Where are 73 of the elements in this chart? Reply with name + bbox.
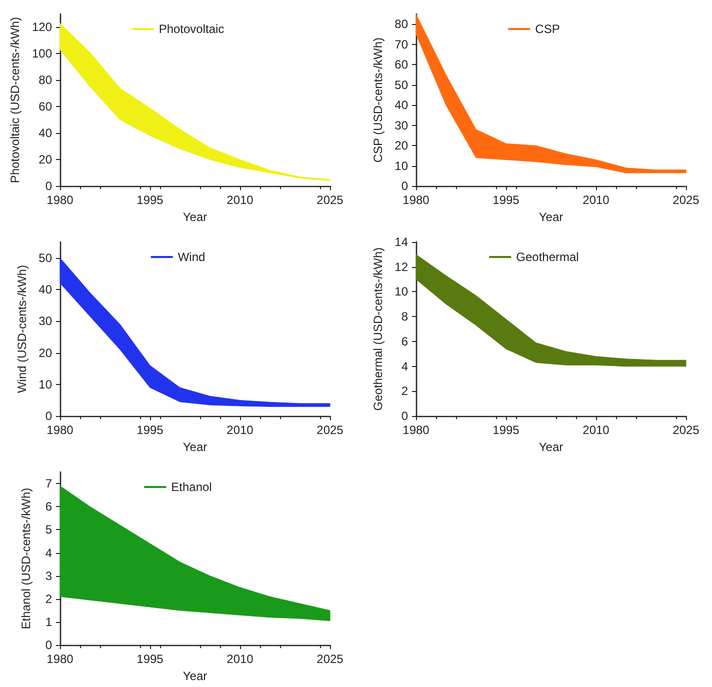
y-tick-label: 12 [394,260,408,274]
x-tick-label: 2025 [316,652,344,666]
x-axis-title: Year [538,210,564,224]
y-tick-label: 3 [45,568,52,583]
y-tick-label: 10 [394,284,408,299]
x-tick-label: 2010 [226,423,254,438]
x-tick-label: 2010 [582,423,610,438]
y-tick-label: 4 [401,359,408,374]
y-tick-label: 120 [32,20,52,34]
legend-label: Wind [178,250,206,264]
y-tick-label: 0 [45,409,52,424]
x-tick-label: 1980 [402,193,430,208]
legend-label: Geothermal [516,250,579,264]
y-tick-label: 50 [394,78,408,92]
y-tick-label: 50 [38,250,52,265]
y-tick-label: 70 [394,37,408,52]
y-tick-label: 14 [394,235,408,249]
y-tick-label: 20 [38,152,52,167]
x-axis-title: Year [538,440,564,454]
y-tick-label: 10 [38,377,52,392]
y-tick-label: 8 [401,310,408,324]
y-tick-label: 6 [45,500,52,514]
x-tick-label: 2010 [582,193,610,208]
y-tick-label: 20 [38,346,52,360]
x-tick-label: 2010 [226,193,254,208]
x-tick-label: 1980 [46,652,74,666]
legend-label: Ethanol [171,480,212,494]
x-tick-label: 1995 [136,193,164,208]
y-tick-label: 6 [401,334,408,348]
y-tick-label: 2 [401,384,408,398]
y-tick-label: 40 [38,282,52,296]
x-axis-title: Year [182,440,208,454]
x-axis-title: Year [182,210,208,224]
x-tick-label: 2025 [316,193,344,208]
y-tick-label: 60 [394,58,408,72]
y-tick-label: 80 [394,17,408,32]
x-tick-label: 2025 [672,423,700,438]
y-tick-label: 40 [394,98,408,112]
x-tick-label: 2010 [226,652,254,666]
y-tick-label: 0 [401,179,408,194]
y-tick-label: 10 [394,158,408,173]
y-tick-label: 2 [45,592,52,606]
x-tick-label: 1980 [402,423,430,438]
y-tick-label: 7 [45,476,52,491]
legend-label: CSP [535,22,560,36]
x-tick-label: 1995 [136,652,164,666]
x-tick-label: 1995 [492,193,520,208]
x-tick-label: 2025 [316,423,344,438]
y-axis-title: CSP (USD-cents-/kWh) [370,37,385,163]
x-tick-label: 1980 [46,423,74,438]
y-axis-title: Wind (USD-cents-/kWh) [14,265,29,394]
x-tick-label: 1995 [492,423,520,438]
y-tick-label: 1 [45,615,52,630]
x-tick-label: 2025 [672,193,700,208]
y-tick-label: 60 [38,100,52,114]
y-tick-label: 40 [38,126,52,140]
y-tick-label: 100 [32,46,52,61]
y-tick-label: 4 [45,546,52,560]
y-tick-label: 5 [45,522,52,537]
y-tick-label: 80 [38,73,52,88]
x-tick-label: 1995 [136,423,164,438]
y-tick-label: 0 [401,409,408,424]
y-tick-label: 0 [45,638,52,652]
y-axis-title: Photovoltaic (USD-cents-/kWh) [8,17,22,184]
y-axis-title: Ethanol (USD-cents-/kWh) [19,488,33,630]
x-axis-title: Year [182,669,208,683]
y-tick-label: 0 [45,179,52,194]
y-tick-label: 30 [38,314,52,328]
x-tick-label: 1980 [46,193,74,208]
y-tick-label: 20 [394,138,408,153]
y-axis-title: Geothermal (USD-cents-/kWh) [370,247,385,411]
legend-label: Photovoltaic [158,22,224,36]
y-tick-label: 30 [394,118,408,132]
